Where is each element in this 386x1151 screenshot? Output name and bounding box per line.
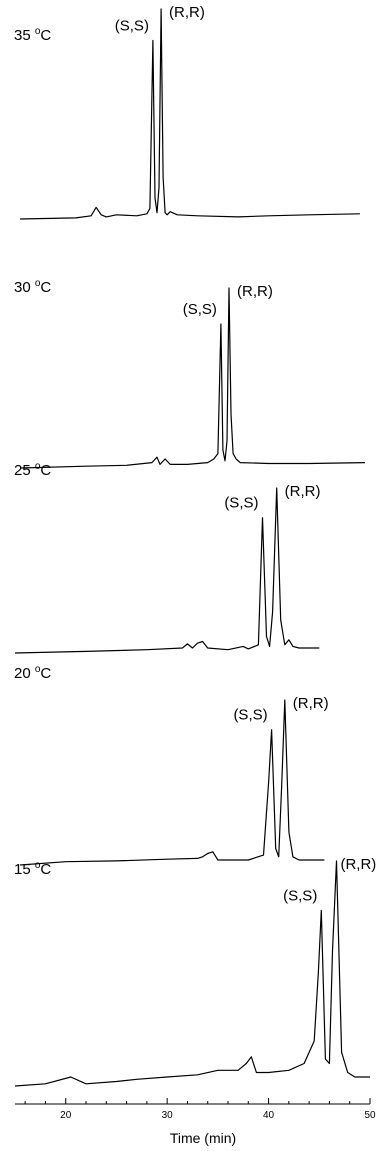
x-axis-title: Time (min) [170,1130,236,1146]
trace-panel-15c: 15 oC (S,S) (R,R) [14,856,376,1087]
trace-panel-35c: 35 oC (S,S) (R,R) [14,4,360,220]
peak-label-ss-25c: (S,S) [224,495,258,512]
peak-label-ss-15c: (S,S) [283,888,317,905]
temperature-label-35c: 35 oC [14,26,51,44]
peak-label-rr-35c: (R,R) [169,4,205,21]
temperature-label-15c: 15 oC [14,860,51,878]
peak-label-rr-20c: (R,R) [293,695,329,712]
x-tick-label-40: 40 [263,1110,275,1121]
peak-label-ss-30c: (S,S) [183,301,217,318]
trace-line-25c [14,487,320,654]
trace-panel-20c: 20 oC (S,S) (R,R) [14,664,329,866]
temperature-label-20c: 20 oC [14,664,51,682]
x-tick-label-30: 30 [162,1110,174,1121]
x-tick-label-50: 50 [364,1110,376,1121]
trace-panel-30c: 30 oC (S,S) (R,R) [14,278,365,469]
trace-line-30c [20,287,365,469]
trace-line-15c [14,860,370,1087]
x-axis: 20 30 40 50 [15,1098,376,1121]
peak-label-ss-35c: (S,S) [115,18,149,35]
x-tick-label-20: 20 [60,1110,72,1121]
peak-label-rr-25c: (R,R) [285,483,321,500]
temperature-label-30c: 30 oC [14,278,51,296]
peak-label-ss-20c: (S,S) [233,707,267,724]
trace-line-20c [20,699,325,866]
temperature-label-25c: 25 oC [14,461,51,479]
trace-panel-25c: 25 oC (S,S) (R,R) [14,461,321,654]
peak-label-rr-30c: (R,R) [237,283,273,300]
traces-layer: 35 oC (S,S) (R,R) 30 oC (S,S) (R,R) 25 oC (S,S)… [14,4,376,1087]
peak-label-rr-15c: (R,R) [340,856,376,873]
trace-line-35c [20,8,360,220]
